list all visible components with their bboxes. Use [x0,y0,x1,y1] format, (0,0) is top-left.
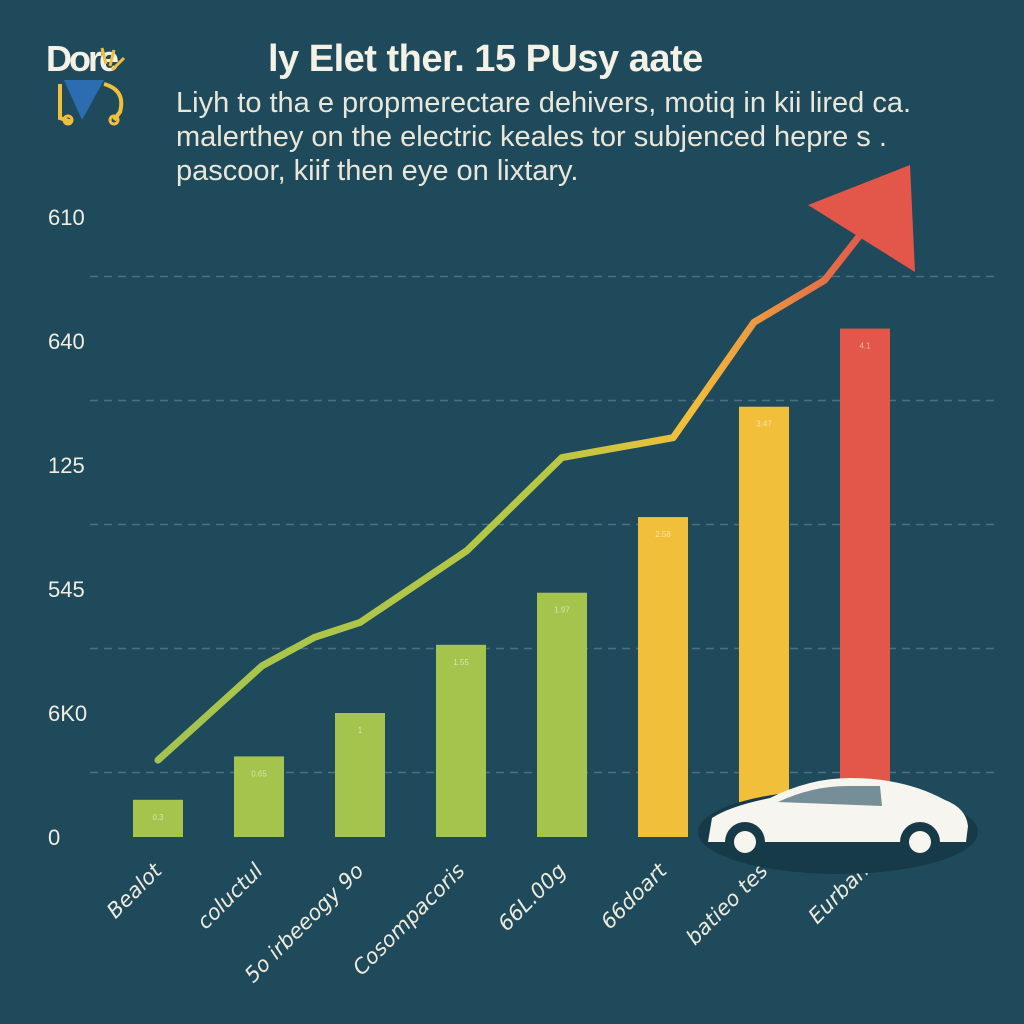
x-tick-label: coluctul [192,858,267,933]
trend-line [154,221,872,764]
bar [840,328,890,837]
y-tick-label: 640 [48,329,85,354]
bar-value-label: 1.97 [554,606,570,615]
car-icon [698,778,978,874]
bar [133,799,183,837]
bar [638,517,688,837]
bar [335,713,385,837]
y-tick-label: 545 [48,577,85,602]
subtitle-line: Liyh to tha e propmerectare dehivers, mo… [176,87,912,119]
bar-value-label: 2.58 [655,530,671,539]
logo-text: Dore [46,38,119,79]
bar-value-label: 1 [358,726,363,735]
bar [436,644,486,837]
x-tick-label: Bealot [102,858,167,923]
subtitle-line: pascoor, kiif then eye on lixtary. [176,155,579,187]
bar-value-label: 3.47 [756,420,772,429]
bar-value-label: 0.3 [152,813,164,822]
chart-subtitle: Liyh to tha e propmerectare dehivers, mo… [176,86,976,188]
chart-title: ly Elet ther. 15 PUsy aate [268,38,703,80]
x-tick-label: batieo tes [681,859,772,950]
bar [234,756,284,837]
x-tick-label: 66L.00g [493,859,570,936]
x-tick-label: 66doart [596,858,672,934]
lightbulb-icon [58,47,126,126]
y-tick-label: 0 [48,825,60,850]
trend-arrowhead [808,165,915,272]
bar-value-label: 1.55 [453,658,469,667]
bar-value-label: 0.65 [251,769,267,778]
subtitle-line: malerthey on the electric keales tor sub… [176,121,887,153]
y-tick-label: 6K0 [48,701,87,726]
bar [739,406,789,837]
bar-value-label: 4.1 [859,342,871,351]
y-tick-label: 610 [48,205,85,230]
bar [537,592,587,837]
y-tick-label: 125 [48,453,85,478]
